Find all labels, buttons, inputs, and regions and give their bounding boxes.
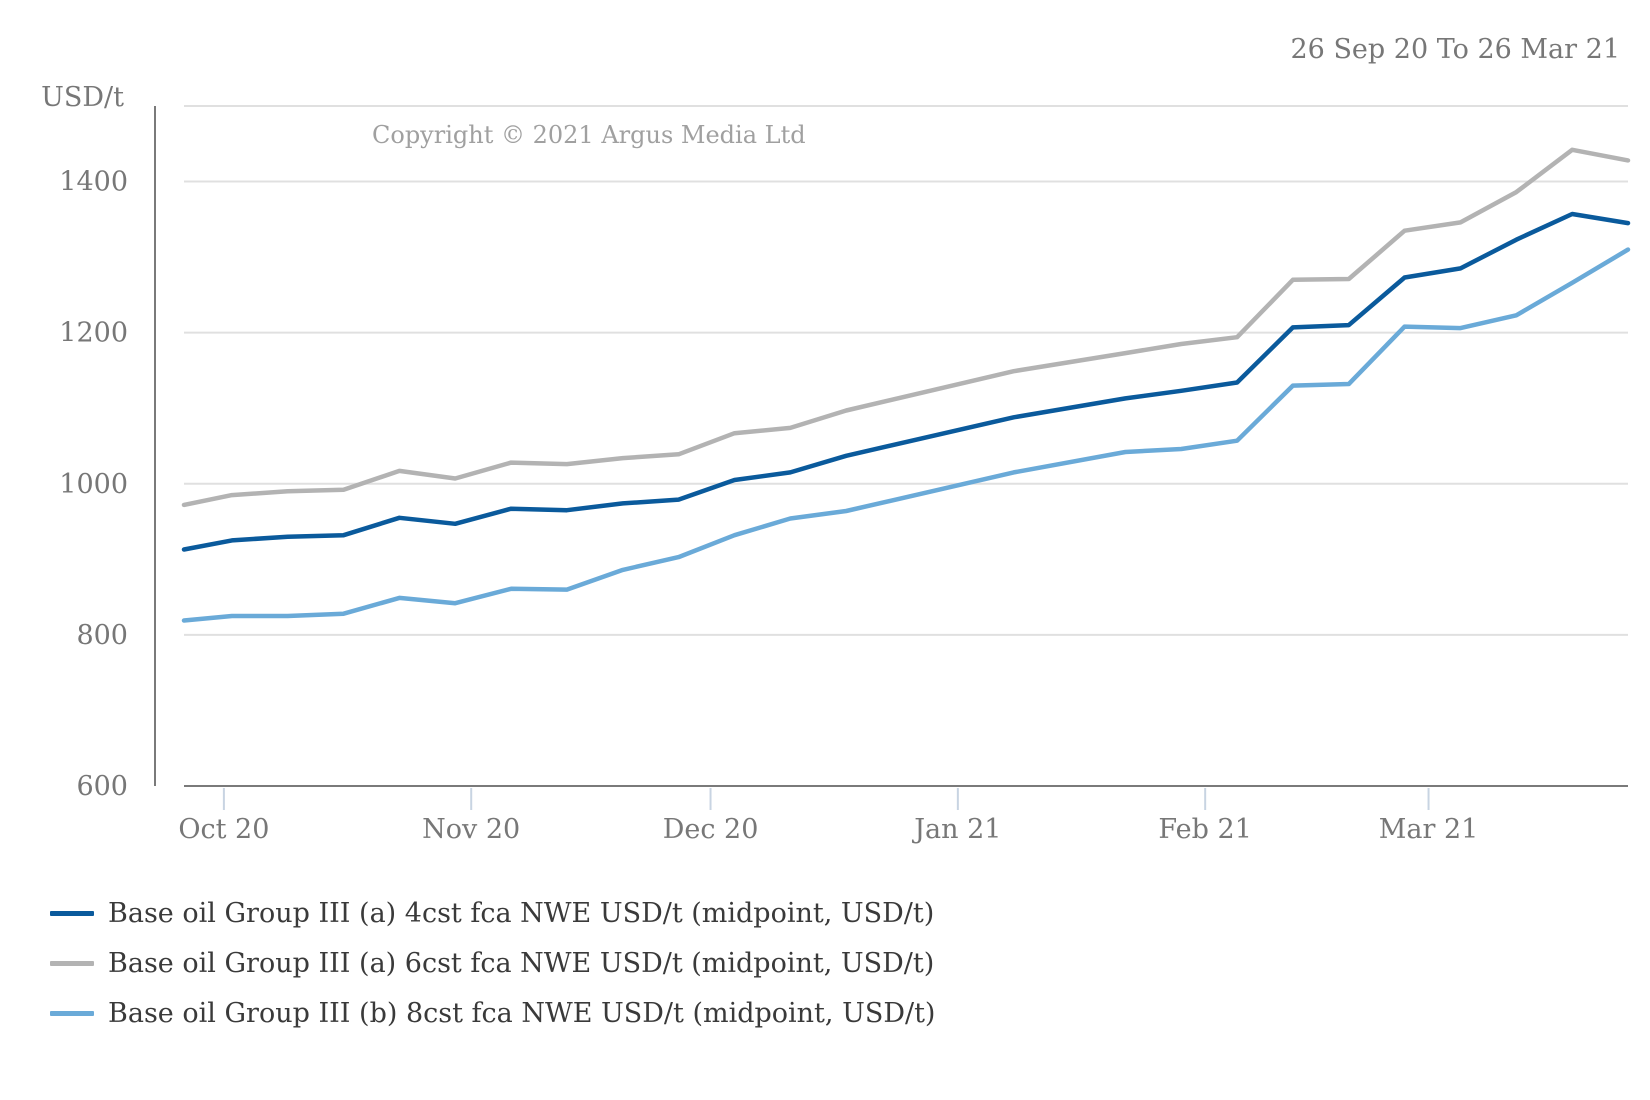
axes [154,106,1628,787]
y-tick-label: 1000 [59,469,128,500]
legend-label: Base oil Group III (a) 6cst fca NWE USD/… [108,947,935,979]
legend-item: Base oil Group III (a) 4cst fca NWE USD/… [50,888,935,938]
x-tick-label: Feb 21 [1158,814,1251,845]
legend-label: Base oil Group III (b) 8cst fca NWE USD/… [108,997,936,1029]
series-lines [181,147,1631,623]
x-tick-label: Mar 21 [1379,814,1479,845]
legend: Base oil Group III (a) 4cst fca NWE USD/… [50,888,935,1038]
line-chart: USD/t Copyright © 2021 Argus Media Ltd 6… [41,82,1631,845]
x-tick-label: Jan 21 [911,814,1001,845]
x-tick-label: Nov 20 [422,814,520,845]
series-line [181,247,1631,623]
legend-swatch [50,910,94,916]
y-axis-label: USD/t [41,82,124,113]
legend-swatch [50,960,94,966]
x-tick-label: Oct 20 [178,814,269,845]
y-tick-label: 1200 [59,318,128,349]
gridlines [184,105,1628,636]
y-tick-labels: 600 800 1000 1200 1400 [59,167,128,802]
legend-item: Base oil Group III (a) 6cst fca NWE USD/… [50,938,935,988]
series-line [181,147,1631,508]
legend-item: Base oil Group III (b) 8cst fca NWE USD/… [50,988,935,1038]
date-range: 26 Sep 20 To 26 Mar 21 [1290,34,1621,65]
legend-label: Base oil Group III (a) 4cst fca NWE USD/… [108,897,935,929]
series-line [181,211,1631,552]
x-ticks: Oct 20 Nov 20 Dec 20 Jan 21 Feb 21 Mar 21 [178,788,1478,845]
y-tick-label: 800 [76,620,128,651]
y-tick-label: 1400 [59,167,128,198]
y-tick-label: 600 [76,771,128,802]
copyright-text: Copyright © 2021 Argus Media Ltd [372,121,806,149]
legend-swatch [50,1010,94,1016]
x-tick-label: Dec 20 [663,814,759,845]
